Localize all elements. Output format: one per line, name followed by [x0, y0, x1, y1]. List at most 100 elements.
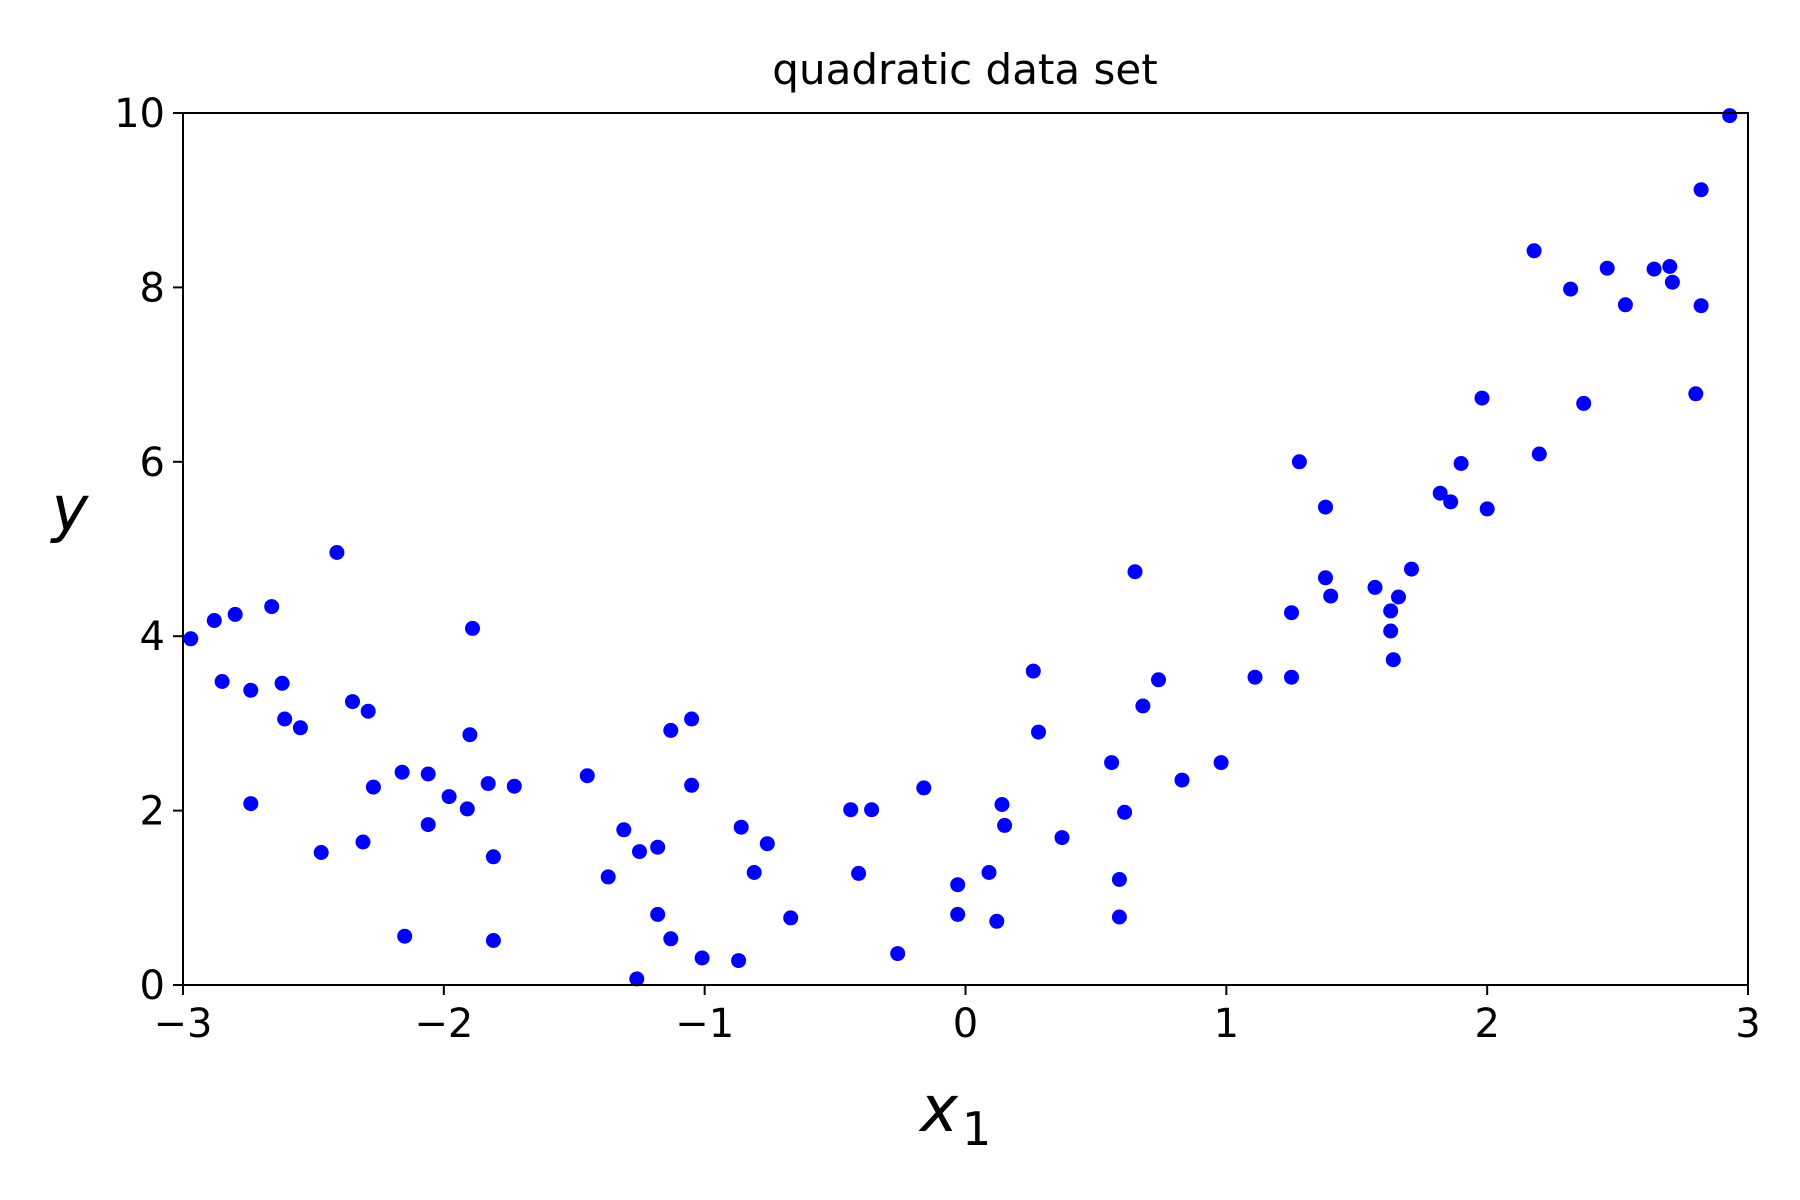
data-point	[264, 599, 280, 615]
data-point	[243, 682, 259, 698]
data-point	[731, 953, 747, 969]
data-point	[214, 674, 230, 689]
data-point	[462, 727, 478, 743]
plot-background	[183, 113, 1748, 985]
data-point	[733, 819, 749, 835]
data-point	[1111, 872, 1127, 887]
x-tick-label: −1	[675, 1001, 734, 1047]
data-point	[1432, 485, 1448, 501]
data-point	[1693, 182, 1709, 198]
data-point	[506, 778, 522, 794]
x-axis: −3 −2 −1 0 1 2 3	[154, 985, 1761, 1047]
data-point	[632, 844, 647, 860]
data-point	[1531, 446, 1547, 462]
data-point	[1135, 698, 1151, 714]
data-point	[243, 796, 259, 812]
data-point	[397, 928, 413, 944]
data-point	[684, 711, 700, 727]
x-axis-label: x	[918, 1073, 959, 1147]
data-point	[1693, 298, 1709, 314]
data-point	[694, 950, 710, 966]
x-tick-label: 1	[1214, 1001, 1239, 1047]
data-point	[1054, 830, 1070, 846]
data-point	[1291, 454, 1307, 470]
data-point	[345, 694, 360, 710]
data-point	[1646, 261, 1662, 277]
data-point	[206, 613, 222, 628]
data-point	[420, 817, 436, 833]
x-tick-label: 3	[1735, 1001, 1760, 1047]
data-point	[997, 817, 1013, 833]
data-point	[1323, 588, 1339, 604]
data-point	[441, 789, 457, 805]
data-point	[1151, 672, 1166, 688]
data-point	[1662, 259, 1678, 274]
data-point	[1127, 564, 1143, 580]
data-point	[629, 971, 645, 987]
data-point	[916, 780, 932, 796]
data-point	[1318, 499, 1333, 515]
y-tick-label: 4	[140, 614, 165, 660]
x-tick-label: −3	[154, 1001, 213, 1047]
data-point	[994, 797, 1010, 812]
data-point	[1474, 390, 1490, 406]
data-point	[329, 545, 345, 560]
data-point	[183, 631, 199, 647]
y-axis: 0 2 4 6 8 10	[114, 91, 183, 1009]
data-point	[480, 776, 496, 792]
data-point	[684, 777, 700, 793]
y-axis-label: y	[50, 472, 90, 545]
x-tick-label: 2	[1474, 1001, 1499, 1047]
data-point	[616, 822, 632, 838]
data-point	[420, 766, 436, 782]
data-point	[1479, 501, 1495, 517]
data-point	[1174, 772, 1190, 788]
data-point	[759, 836, 775, 852]
data-point	[1104, 755, 1120, 771]
data-point	[890, 946, 906, 962]
data-point	[1443, 494, 1459, 510]
data-point	[663, 722, 679, 738]
data-point	[864, 802, 880, 818]
data-point	[950, 877, 966, 893]
y-tick-label: 0	[140, 963, 165, 1009]
x-tick-label: 0	[953, 1001, 978, 1047]
data-point	[1284, 605, 1299, 621]
plot-area	[183, 113, 1748, 985]
data-point	[1247, 669, 1263, 685]
data-point	[1383, 603, 1399, 619]
data-point	[1111, 909, 1127, 925]
data-point	[1318, 570, 1333, 586]
data-point	[465, 620, 480, 636]
data-point	[394, 764, 410, 780]
data-point	[1367, 579, 1383, 595]
data-point	[843, 802, 859, 818]
data-point	[950, 906, 966, 922]
data-point	[292, 720, 308, 736]
data-point	[1031, 724, 1046, 740]
data-point	[1722, 108, 1738, 124]
data-point	[1688, 386, 1704, 402]
data-point	[1617, 297, 1633, 313]
y-tick-label: 10	[114, 91, 165, 137]
data-point	[663, 931, 679, 947]
chart-title: quadratic data set	[772, 45, 1157, 94]
data-point	[313, 845, 329, 860]
data-point	[274, 675, 290, 691]
data-point	[746, 865, 762, 880]
data-point	[1385, 652, 1401, 668]
y-tick-label: 8	[140, 265, 165, 311]
data-point	[851, 865, 867, 881]
data-point	[485, 849, 501, 865]
data-point	[1526, 243, 1542, 259]
data-point	[1284, 669, 1299, 685]
data-point	[277, 711, 293, 727]
data-point	[1383, 623, 1399, 639]
data-point	[365, 779, 381, 795]
data-point	[1563, 281, 1579, 297]
data-point	[459, 801, 475, 817]
points-layer	[183, 108, 1738, 987]
data-point	[981, 865, 997, 880]
data-point	[227, 606, 243, 622]
